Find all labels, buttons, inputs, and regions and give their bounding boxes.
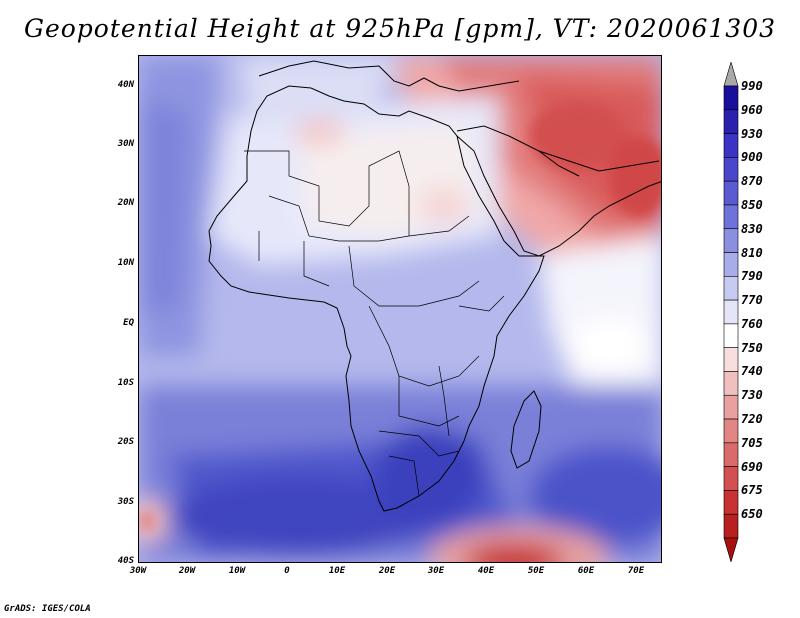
x-tick-label: 20E (378, 566, 396, 576)
y-tick-label: 30N (117, 139, 134, 149)
y-tick-label: 30S (117, 497, 134, 507)
height-field-detail (139, 101, 661, 531)
x-tick-label: 20W (178, 566, 196, 576)
colorbar-level-label: 870 (741, 174, 763, 189)
colorbar-swatch (723, 323, 739, 348)
map-panel (138, 55, 662, 563)
colorbar-swatch (723, 371, 739, 396)
colorbar-swatch (723, 204, 739, 230)
colorbar-level-label: 760 (741, 316, 763, 331)
colorbar-level-label: 690 (741, 459, 763, 474)
colorbar-level-label: 705 (741, 435, 763, 450)
credit-text: GrADS: IGES/COLA (4, 604, 91, 614)
colorbar-level-label: 900 (741, 150, 763, 165)
x-tick-label: 50E (527, 566, 545, 576)
colorbar-level-label: 720 (741, 412, 763, 427)
country-borders (244, 150, 505, 497)
colorbar-top-arrow (723, 60, 739, 87)
colorbar-swatch (723, 228, 739, 253)
colorbar-bottom-arrow (723, 537, 739, 564)
colorbar-swatch (723, 85, 739, 111)
x-tick-label: 10W (228, 566, 246, 576)
x-tick-label: 70E (627, 566, 645, 576)
colorbar-swatch (723, 513, 739, 539)
colorbar-swatch (723, 442, 739, 467)
colorbar-swatches (723, 60, 739, 564)
colorbar-swatch (723, 252, 739, 277)
colorbar-swatch (723, 109, 739, 134)
colorbar-swatch (723, 490, 739, 515)
colorbar-level-label: 740 (741, 364, 763, 379)
colorbar-swatch (723, 299, 739, 325)
colorbar-level-label: 790 (741, 269, 763, 284)
colorbar-swatch (723, 276, 739, 301)
colorbar-level-label: 960 (741, 102, 763, 117)
colorbar-swatch (723, 418, 739, 444)
colorbar-level-label: 850 (741, 197, 763, 212)
colorbar-level-label: 810 (741, 245, 763, 260)
colorbar-swatch (723, 466, 739, 491)
x-tick-label: 30E (427, 566, 445, 576)
colorbar-level-label: 990 (741, 79, 763, 93)
y-tick-label: 20S (117, 437, 134, 447)
x-tick-label: 40E (477, 566, 495, 576)
colorbar-swatch (723, 180, 739, 206)
chart-title: Geopotential Height at 925hPa [gpm], VT:… (23, 14, 777, 43)
colorbar-level-label: 830 (741, 221, 763, 236)
colorbar-level-label: 750 (741, 340, 763, 355)
x-tick-label: 60E (577, 566, 595, 576)
geopotential-map (139, 56, 661, 562)
y-tick-label: 20N (117, 198, 134, 208)
colorbar-level-label: 730 (741, 388, 763, 403)
colorbar: 990 960 930 900 870 850 830 810 790 770 760 750 740 7… (700, 60, 800, 564)
height-field (139, 56, 661, 562)
x-tick-label: 30W (129, 566, 147, 576)
y-tick-label: 40N (117, 80, 134, 90)
colorbar-level-label: 675 (741, 483, 763, 498)
x-tick-label: 10E (328, 566, 346, 576)
colorbar-level-label: 930 (741, 126, 763, 141)
colorbar-swatch (723, 133, 739, 158)
coastlines (208, 60, 661, 512)
colorbar-swatch (723, 394, 739, 420)
colorbar-swatch (723, 157, 739, 182)
colorbar-level-label: 770 (741, 293, 763, 308)
y-tick-label: 40S (117, 556, 134, 566)
y-tick-label: 10S (117, 378, 134, 388)
y-tick-label: EQ (123, 318, 134, 328)
colorbar-level-label: 650 (741, 507, 763, 522)
colorbar-swatch (723, 347, 739, 372)
x-tick-label: 0 (284, 566, 290, 576)
y-tick-label: 10N (117, 258, 134, 268)
